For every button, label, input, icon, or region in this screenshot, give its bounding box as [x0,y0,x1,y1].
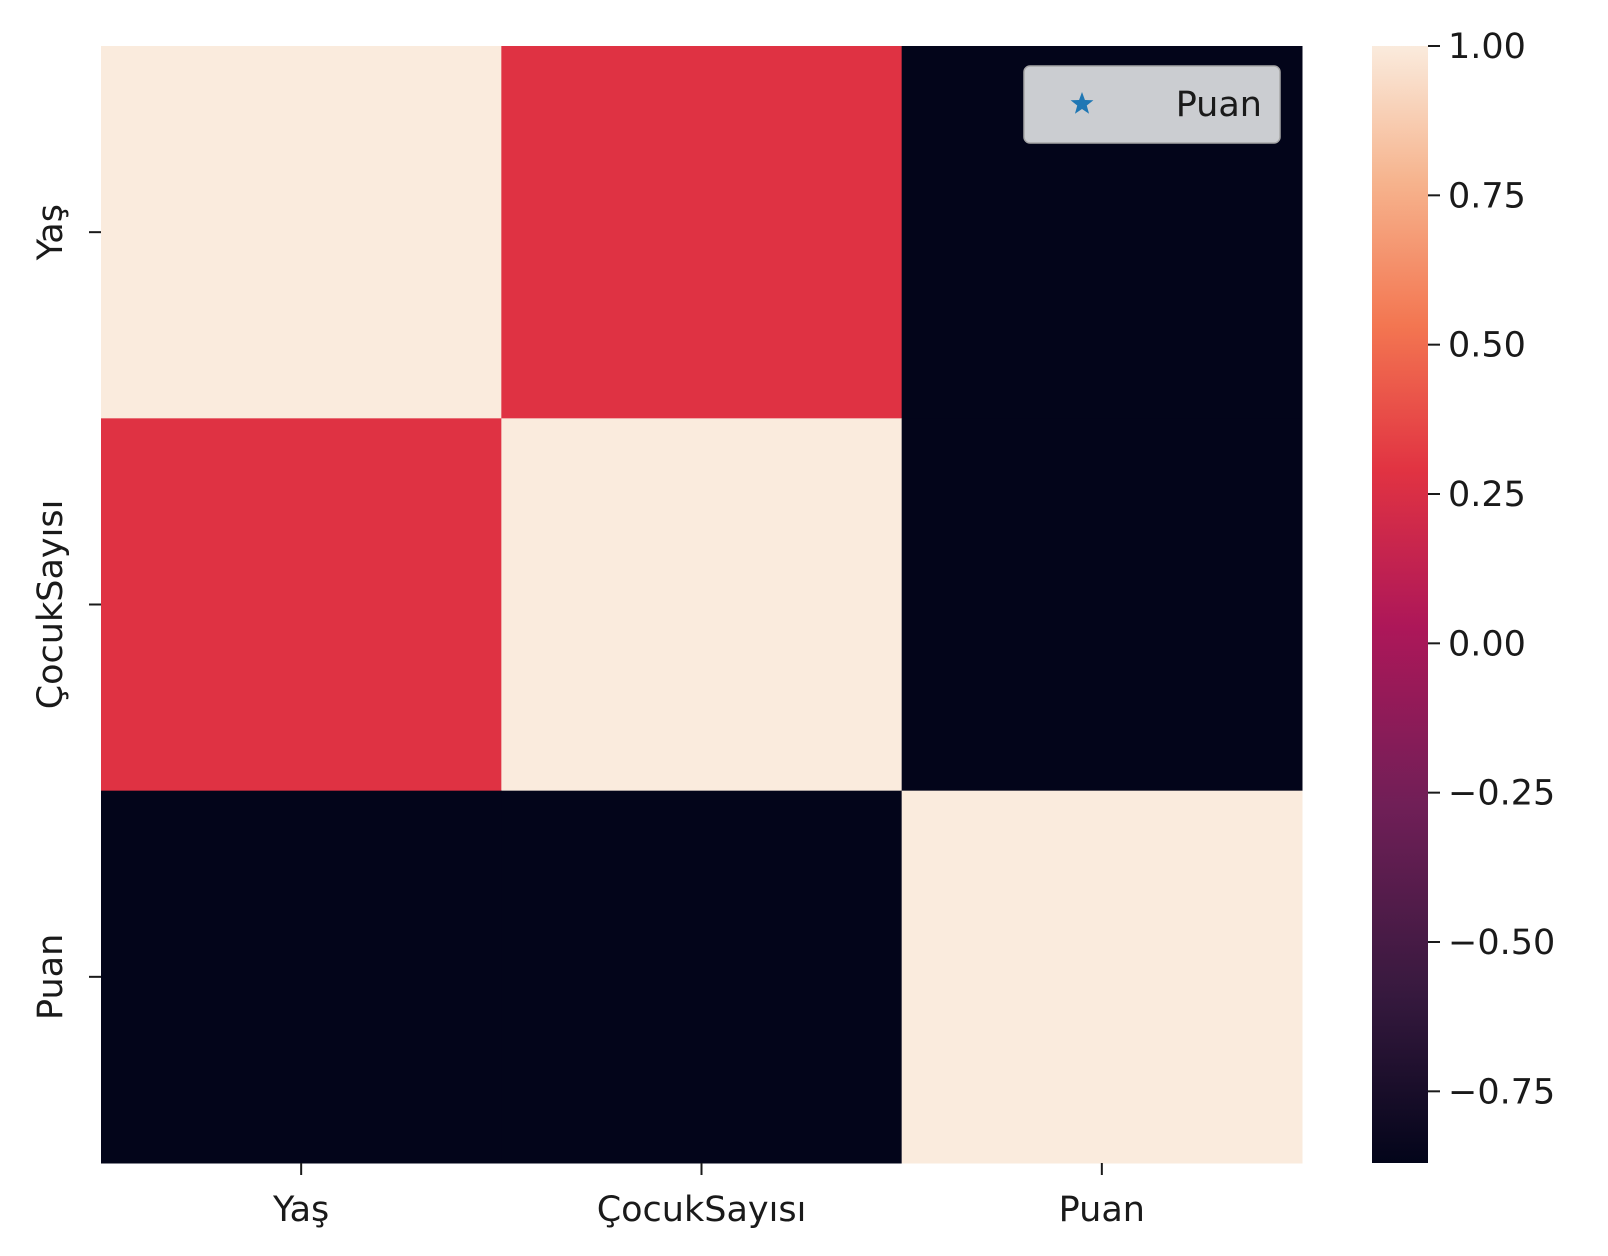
y-axis: Yaş ÇocukSayısı Puan [31,204,101,1020]
colorbar-tick-label: 1.00 [1448,27,1526,67]
colorbar-tick-label: −0.75 [1448,1072,1555,1112]
y-tick-label: ÇocukSayısı [31,500,71,710]
heatmap-cell-1-2 [901,418,1303,792]
legend-label: Puan [1176,85,1262,125]
star-icon [1070,92,1094,114]
colorbar-tick-label: −0.25 [1448,774,1555,814]
heatmap-cell-2-2 [901,790,1303,1164]
colorbar-tick-label: 0.50 [1448,326,1526,366]
heatmap-cells [101,46,1303,1164]
colorbar: 1.00 0.75 0.50 0.25 0.00 −0.25 −0.50 −0.75 [1372,27,1555,1163]
legend-box [1023,65,1281,144]
heatmap-cell-2-1 [501,790,903,1164]
colorbar-tick-label: −0.50 [1448,923,1555,963]
x-axis: Yaş ÇocukSayısı Puan [272,1163,1145,1230]
y-tick-label: Puan [31,934,71,1020]
x-tick-label: Puan [1059,1190,1145,1230]
heatmap-cell-0-0 [101,46,502,419]
heatmap-cell-2-0 [101,790,502,1164]
colorbar-tick-label: 0.75 [1448,176,1526,216]
heatmap-cell-0-1 [501,46,903,419]
colorbar-tick-label: 0.00 [1448,624,1526,664]
colorbar-ticks: 1.00 0.75 0.50 0.25 0.00 −0.25 −0.50 −0.75 [1428,27,1555,1112]
x-tick-label: Yaş [272,1190,329,1230]
colorbar-tick-label: 0.25 [1448,475,1526,515]
colorbar-gradient-bar [1372,46,1428,1163]
y-tick-label: Yaş [31,204,71,261]
heatmap-cell-1-1 [501,418,903,792]
heatmap-cell-1-0 [101,418,502,792]
legend: Puan [1023,65,1281,144]
x-tick-label: ÇocukSayısı [597,1190,807,1230]
